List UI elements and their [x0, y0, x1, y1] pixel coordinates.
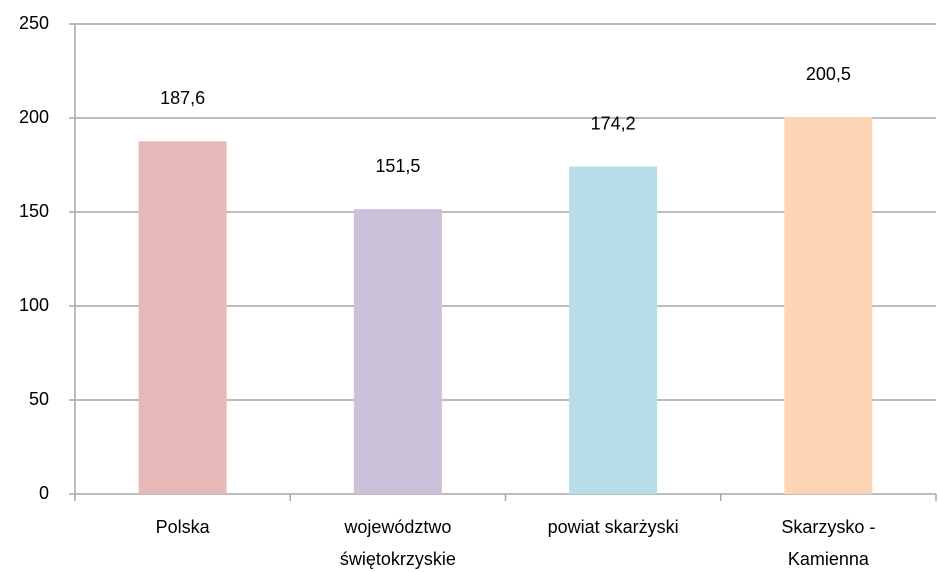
- bar: [784, 117, 873, 494]
- data-label: 187,6: [160, 88, 205, 108]
- y-tick-label: 200: [19, 107, 49, 127]
- x-tick-label: Skarzysko -Kamienna: [781, 517, 875, 569]
- data-label: 200,5: [806, 64, 851, 84]
- y-tick-label: 100: [19, 295, 49, 315]
- data-label: 151,5: [375, 156, 420, 176]
- bar: [569, 166, 658, 494]
- bar: [138, 141, 227, 494]
- y-tick-label: 0: [39, 483, 49, 503]
- data-label: 174,2: [591, 113, 636, 133]
- y-tick-label: 150: [19, 201, 49, 221]
- y-tick-label: 50: [29, 389, 49, 409]
- y-tick-label: 250: [19, 13, 49, 33]
- x-tick-label: powiat skarżyski: [548, 517, 679, 537]
- x-tick-label: województwo świętokrzyskie: [340, 517, 456, 569]
- bar: [353, 209, 442, 494]
- x-tick-label: Polska: [156, 517, 211, 537]
